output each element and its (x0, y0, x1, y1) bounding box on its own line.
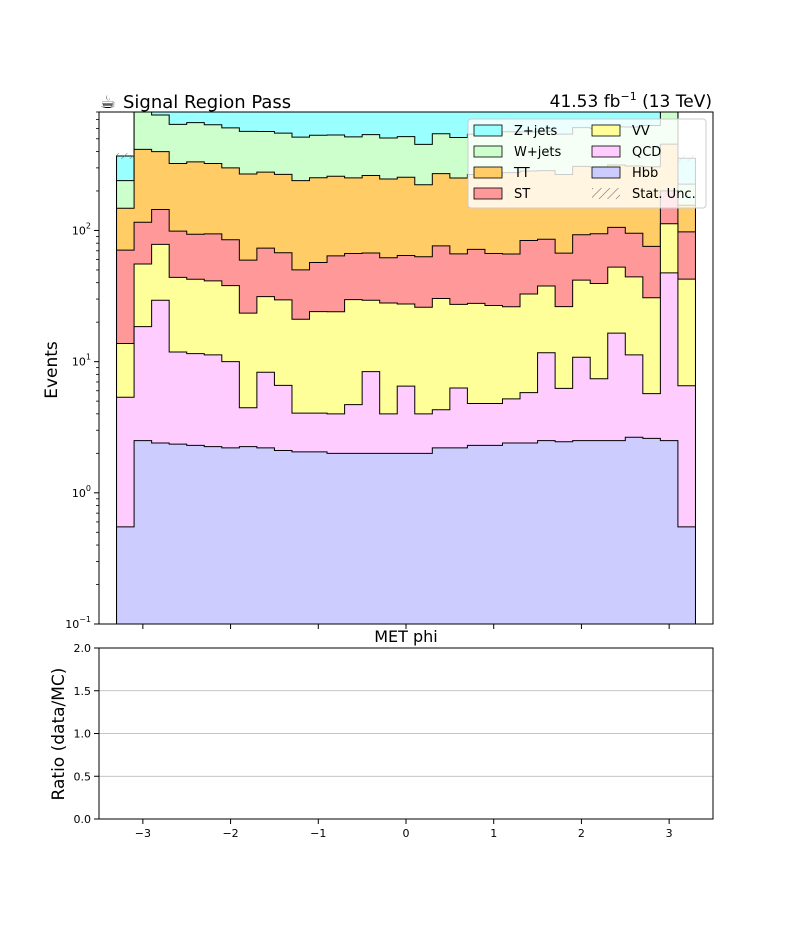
stat-unc-band (327, 96, 345, 102)
stat-unc-band (485, 94, 503, 100)
ratio-x-tick-label: −2 (222, 827, 238, 840)
legend-label: QCD (632, 145, 661, 160)
y-axis-label: Events (42, 341, 62, 399)
stat-unc-band (116, 152, 135, 159)
legend-swatch (473, 124, 503, 137)
stat-unc-band (169, 86, 187, 92)
ratio-y-tick-label: 0.5 (74, 770, 92, 783)
ratio-x-tick-label: 1 (490, 827, 497, 840)
legend-swatch (591, 145, 621, 158)
coffee-icon: ☕ (100, 92, 116, 113)
y-tick-label: 102 (72, 221, 91, 237)
ratio-x-tick-label: −3 (135, 827, 151, 840)
legend-label: W+jets (514, 145, 561, 160)
legend: Z+jets VV W+jets QCD TT Hbb ST Stat. Unc. (467, 118, 707, 209)
ratio-x-tick-label: 2 (578, 827, 585, 840)
stat-unc-band (134, 73, 152, 79)
stat-unc-band (502, 92, 520, 98)
stat-unc-band (362, 95, 380, 101)
stack-hbb (116, 436, 696, 624)
legend-label: Hbb (632, 166, 658, 181)
legend-swatch (473, 187, 503, 200)
ratio-x-tick-label: 0 (403, 827, 410, 840)
stack-layer (116, 70, 696, 624)
ratio-y-ticks: 0.0 0.5 1.0 1.5 2.0 (74, 642, 99, 826)
stat-unc-band (292, 97, 310, 103)
ratio-grid (99, 690, 713, 777)
ratio-y-tick-label: 1.5 (74, 685, 92, 698)
x-axis-label: MET phi (374, 627, 438, 646)
legend-box (467, 118, 707, 209)
ratio-y-tick-label: 0.0 (74, 813, 92, 826)
stat-unc-band (345, 97, 363, 103)
y-tick-label: 10−1 (65, 615, 91, 631)
stat-unc-band (187, 84, 205, 90)
legend-swatch (591, 166, 621, 179)
title-area: ☕ Signal Region Pass 41.53 fb−1 (13 TeV) (100, 90, 712, 113)
legend-label: TT (513, 166, 530, 181)
lumi-value: 41.53 fb (550, 92, 621, 112)
lumi-label: 41.53 fb−1 (13 TeV) (550, 90, 712, 112)
stat-unc-band (432, 95, 450, 101)
ratio-plot: 0.0 0.5 1.0 1.5 2.0 −3 −2 −1 0 1 2 3 Ratio (data/M… (49, 642, 714, 840)
y-tick-label: 100 (72, 484, 91, 500)
legend-swatch (592, 188, 620, 199)
stat-unc-band (660, 70, 678, 76)
stat-unc-band (467, 94, 485, 100)
stat-unc-band (380, 98, 398, 104)
legend-swatch (591, 124, 621, 137)
energy-label: (13 TeV) (637, 92, 712, 112)
y-tick-label: 101 (72, 353, 91, 369)
legend-label: ST (514, 187, 530, 202)
main-x-ticks (142, 624, 670, 629)
ratio-y-tick-label: 1.0 (74, 728, 92, 741)
stat-unc-band (310, 96, 328, 102)
legend-label: Stat. Unc. (632, 187, 696, 202)
legend-swatch (473, 145, 503, 158)
ratio-y-axis-label: Ratio (data/MC) (49, 668, 69, 801)
ratio-x-tick-label: −1 (310, 827, 326, 840)
stat-unc-band (450, 97, 468, 103)
chart-title: Signal Region Pass (123, 92, 291, 113)
ratio-y-tick-label: 2.0 (74, 642, 92, 655)
legend-swatch (473, 166, 503, 179)
ratio-x-tick-label: 3 (666, 827, 673, 840)
stat-unc-band (152, 79, 170, 85)
stat-unc-band (520, 92, 538, 98)
legend-label: VV (632, 124, 650, 139)
stat-unc-band (415, 102, 433, 108)
main-plot: 10−1 100 101 102 Events MET phi Z+jets VV W+j… (42, 70, 714, 646)
lumi-exponent: −1 (620, 90, 636, 103)
main-y-ticks: 10−1 100 101 102 (65, 111, 99, 631)
ratio-x-ticks: −3 −2 −1 0 1 2 3 (135, 819, 673, 840)
stat-unc-band (643, 84, 661, 90)
stat-unc-band (397, 97, 415, 103)
legend-label: Z+jets (514, 124, 558, 139)
